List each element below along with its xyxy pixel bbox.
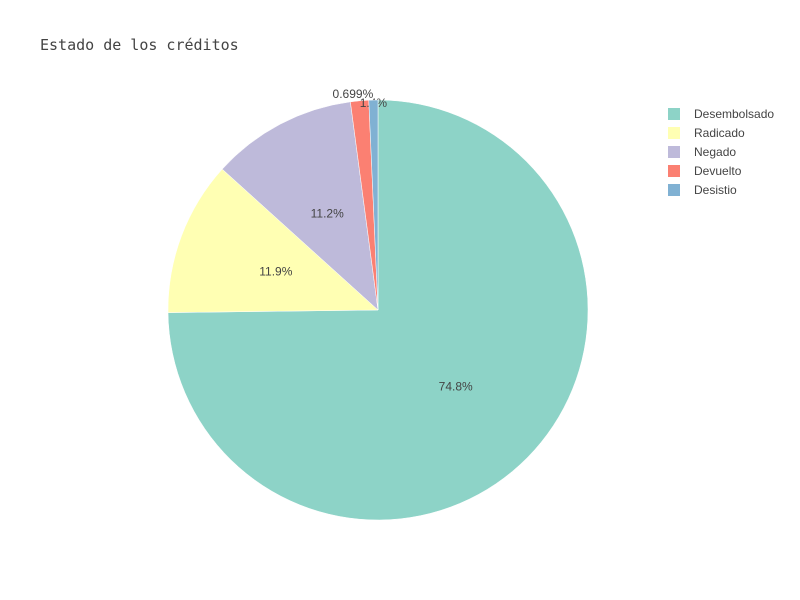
slice-label-negado: 11.2% [311, 206, 344, 220]
legend-item-desistio[interactable]: Desistio [668, 180, 774, 199]
pie-slice-radicado [167, 168, 379, 313]
legend-item-desembolsado[interactable]: Desembolsado [668, 104, 774, 123]
legend-label: Radicado [694, 125, 745, 140]
legend-swatch [668, 164, 680, 177]
slice-label-radicado: 11.9% [259, 264, 292, 278]
legend-swatch [668, 107, 680, 120]
pie-slice-negado [221, 101, 379, 311]
legend-swatch [668, 145, 680, 158]
pie-slice-desistio [368, 99, 379, 311]
legend-label: Devuelto [694, 163, 742, 178]
legend-item-negado[interactable]: Negado [668, 142, 774, 161]
slice-label-desistio: 0.699% [333, 87, 374, 101]
legend: Desembolsado Radicado Negado Devuelto Desist… [668, 104, 774, 199]
legend-swatch [668, 126, 680, 139]
legend-item-radicado[interactable]: Radicado [668, 123, 774, 142]
legend-label: Desembolsado [694, 106, 775, 121]
legend-label: Negado [694, 144, 737, 159]
legend-item-devuelto[interactable]: Devuelto [668, 161, 774, 180]
legend-label: Desistio [694, 182, 737, 197]
pie-slice-desembolsado [167, 99, 589, 521]
legend-swatch [668, 183, 680, 196]
slice-label-desembolsado: 74.8% [439, 380, 473, 394]
chart-title: Estado de los créditos [40, 36, 239, 54]
